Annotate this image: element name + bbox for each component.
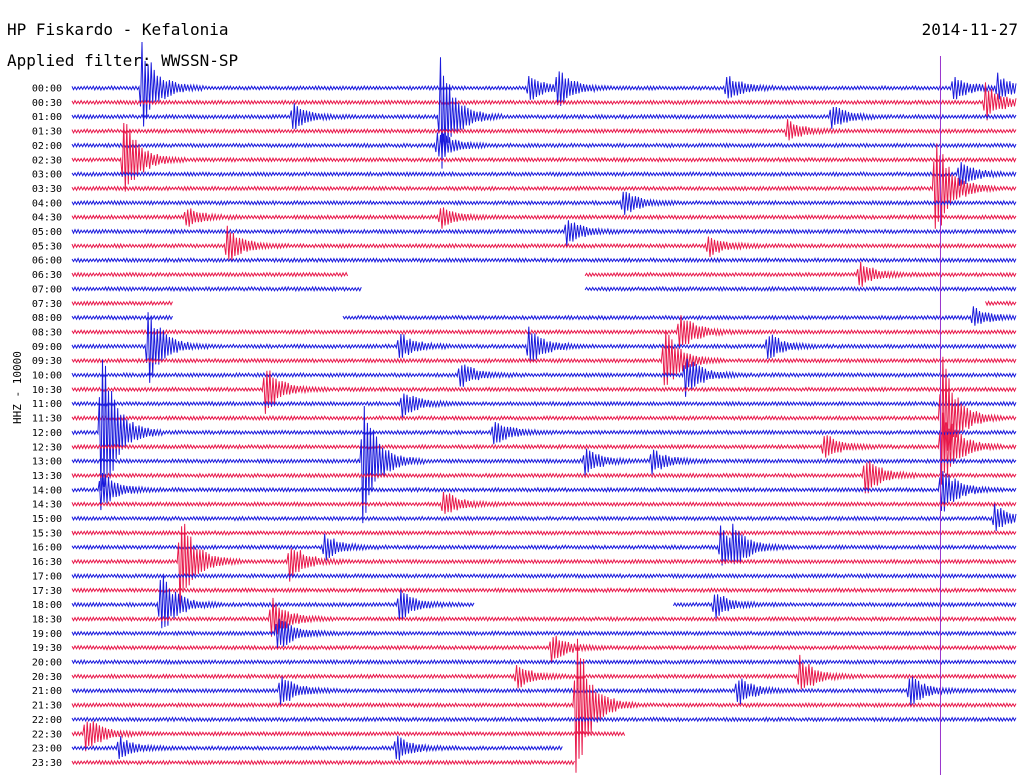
trace-line <box>71 122 1017 192</box>
row-time-label: 14:30 <box>32 500 62 511</box>
row-time-label: 01:00 <box>32 112 62 123</box>
row-time-label: 22:00 <box>32 715 62 726</box>
row-time-label: 03:30 <box>32 184 62 195</box>
row-time-label: 20:00 <box>32 658 62 669</box>
row-time-label: 18:30 <box>32 614 62 625</box>
trace-line <box>71 460 1017 494</box>
row-time-label: 10:30 <box>32 385 62 396</box>
row-time-label: 09:00 <box>32 342 62 353</box>
trace-line <box>71 654 1017 690</box>
row-time-label: 23:00 <box>32 744 62 755</box>
trace-line <box>71 312 1017 383</box>
row-time-label: 02:30 <box>32 155 62 166</box>
trace-line <box>71 618 1017 649</box>
row-time-label: 10:00 <box>32 371 62 382</box>
row-time-label: 23:30 <box>32 758 62 769</box>
row-time-label: 00:00 <box>32 84 62 95</box>
trace-line <box>71 191 1017 215</box>
trace-line <box>71 356 1017 473</box>
row-time-label: 11:00 <box>32 399 62 410</box>
trace-line <box>71 735 563 761</box>
row-time-label: 18:00 <box>32 600 62 611</box>
trace-line <box>71 256 1017 264</box>
trace-line <box>71 306 1017 326</box>
trace-line <box>71 529 1017 537</box>
trace-line <box>71 658 1017 666</box>
row-time-label: 06:30 <box>32 270 62 281</box>
trace-line <box>71 523 1017 611</box>
trace-line <box>71 143 1017 229</box>
row-time-label: 00:30 <box>32 98 62 109</box>
trace-line <box>71 523 1017 566</box>
row-time-label: 14:00 <box>32 485 62 496</box>
row-time-label: 03:00 <box>32 170 62 181</box>
row-time-label: 09:30 <box>32 356 62 367</box>
trace-line <box>71 491 1017 514</box>
filter-label: Applied filter: WWSSN-SP <box>7 51 239 70</box>
row-time-label: 11:30 <box>32 414 62 425</box>
trace-line <box>71 676 1017 706</box>
row-time-label: 21:00 <box>32 686 62 697</box>
trace-line <box>71 41 1017 127</box>
trace-line <box>71 635 1017 664</box>
trace-line <box>71 132 1017 157</box>
row-time-label: 13:00 <box>32 457 62 468</box>
row-time-label: 07:30 <box>32 299 62 310</box>
trace-line <box>71 330 1017 386</box>
trace-line <box>71 503 1017 532</box>
trace-line <box>71 300 1017 307</box>
row-time-label: 16:30 <box>32 557 62 568</box>
trace-line <box>71 405 1017 524</box>
trace-line <box>71 370 1017 414</box>
trace-line <box>71 359 1017 491</box>
trace-line <box>71 57 1017 169</box>
trace-line <box>71 412 1017 485</box>
station-title: HP Fiskardo - Kefalonia <box>7 20 229 39</box>
row-time-label: 19:00 <box>32 629 62 640</box>
row-time-label: 07:00 <box>32 284 62 295</box>
trace-line <box>71 285 1017 293</box>
trace-line <box>71 638 1017 773</box>
trace-line <box>71 119 1017 141</box>
trace-line <box>71 572 1017 580</box>
trace-line <box>71 220 1017 247</box>
row-time-label: 13:30 <box>32 471 62 482</box>
row-time-label: 12:30 <box>32 442 62 453</box>
row-time-label: 05:00 <box>32 227 62 238</box>
row-time-label: 21:30 <box>32 701 62 712</box>
date-label: 2014-11-27 <box>921 20 1018 39</box>
row-time-label: 04:30 <box>32 213 62 224</box>
trace-line <box>71 358 1017 397</box>
row-time-label: 08:30 <box>32 327 62 338</box>
row-time-label: 08:00 <box>32 313 62 324</box>
trace-line <box>71 759 575 766</box>
row-time-label: 15:30 <box>32 528 62 539</box>
trace-line <box>71 315 1017 348</box>
row-time-label: 12:00 <box>32 428 62 439</box>
row-time-label: 04:00 <box>32 198 62 209</box>
row-time-label: 22:30 <box>32 729 62 740</box>
trace-line <box>71 716 1017 723</box>
row-time-label: 20:30 <box>32 672 62 683</box>
trace-line <box>71 225 1017 261</box>
row-time-label: 06:00 <box>32 256 62 267</box>
trace-line <box>71 587 1017 594</box>
trace-line <box>71 393 1017 418</box>
row-time-label: 19:30 <box>32 643 62 654</box>
trace-line <box>71 721 626 752</box>
row-time-label: 17:00 <box>32 571 62 582</box>
trace-line <box>71 261 1017 287</box>
row-time-label: 16:00 <box>32 543 62 554</box>
row-time-label: 05:30 <box>32 241 62 252</box>
trace-line <box>71 162 1017 186</box>
row-time-label: 01:30 <box>32 127 62 138</box>
trace-line <box>71 82 1017 121</box>
trace-line <box>71 207 1017 229</box>
trace-line <box>71 471 1017 512</box>
row-time-label: 02:00 <box>32 141 62 152</box>
row-time-label: 17:30 <box>32 586 62 597</box>
trace-line <box>71 597 1017 637</box>
row-time-label: 15:00 <box>32 514 62 525</box>
